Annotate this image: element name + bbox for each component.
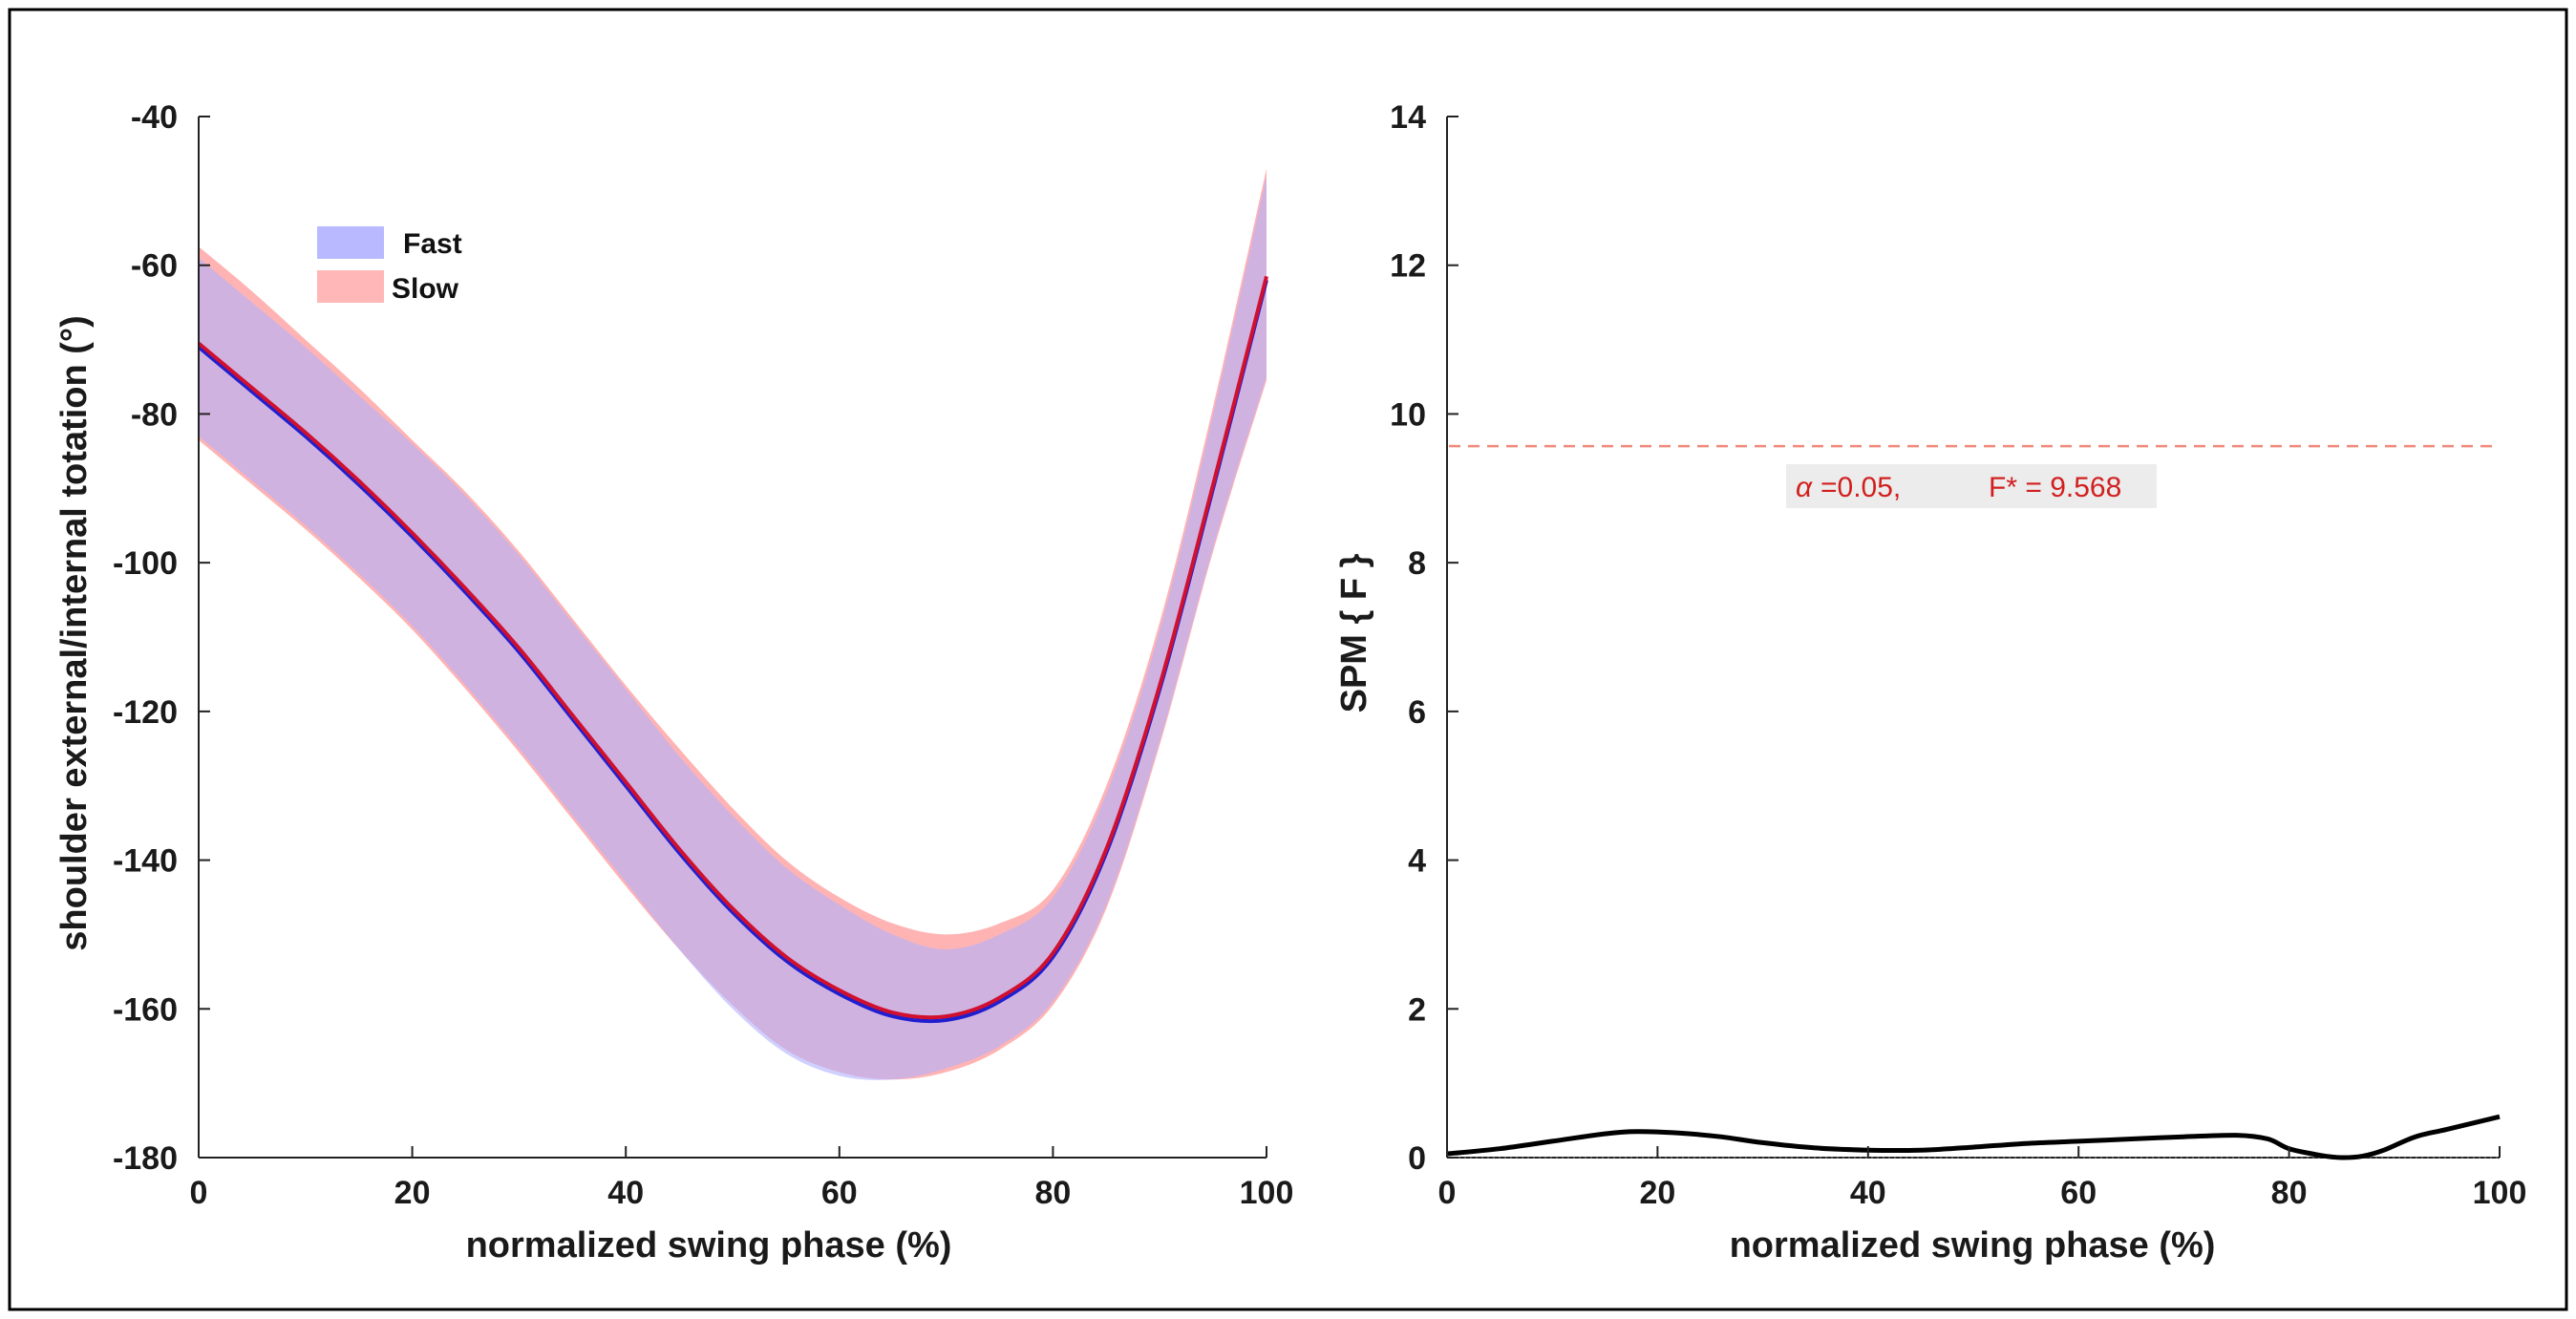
legend-label-slow: Slow <box>392 273 459 305</box>
left-y-tick-label: -40 <box>131 99 178 136</box>
right-x-tick-label: 40 <box>1850 1175 1886 1211</box>
right-chart: α =0.05, F* = 9.568 0 20 40 60 80 100 0 2 4 6 8 10… <box>1334 99 2526 1266</box>
alpha-symbol: α <box>1796 472 1813 503</box>
right-x-axis-label: normalized swing phase (%) <box>1730 1225 2216 1266</box>
right-x-tick-label: 80 <box>2271 1175 2308 1211</box>
critical-threshold-label: α =0.05, F* = 9.568 <box>1786 464 2157 508</box>
right-y-tick-label: 6 <box>1408 694 1426 731</box>
alpha-value: =0.05, <box>1820 472 1901 503</box>
f-star-value: F* = 9.568 <box>1989 472 2121 503</box>
band-fast <box>199 176 1267 1080</box>
fast-band-layer <box>199 168 1267 1080</box>
left-x-tick-label: 40 <box>607 1175 644 1211</box>
mean-line-slow <box>197 275 1268 1020</box>
spm-curve-layer <box>1446 1114 2501 1160</box>
right-x-tick-label: 0 <box>1438 1175 1457 1211</box>
right-y-tick-label: 12 <box>1390 248 1426 285</box>
spm-f-curve <box>1446 1114 2501 1160</box>
left-y-tick-label: -140 <box>113 843 178 880</box>
legend-swatch-fast <box>317 226 384 259</box>
right-y-tick-label: 0 <box>1408 1140 1426 1177</box>
left-x-tick-label: 0 <box>190 1175 208 1211</box>
left-y-tick-label: -60 <box>131 248 178 285</box>
left-y-axis-label: shoulder external/internal totation (°) <box>54 315 95 950</box>
left-x-tick-label: 60 <box>821 1175 858 1211</box>
left-chart: 0 20 40 60 80 100 -180-160-140-120-100-80-60-… <box>54 99 1293 1266</box>
right-y-axis-label: SPM { F } <box>1334 553 1374 713</box>
mean-lines-layer <box>197 275 1268 1024</box>
right-x-ticks: 0 20 40 60 80 100 <box>1438 1146 2527 1211</box>
left-y-tick-label: -160 <box>113 991 178 1028</box>
left-y-tick-label: -80 <box>131 396 178 433</box>
right-y-tick-label: 14 <box>1390 99 1426 136</box>
right-x-tick-label: 60 <box>2060 1175 2097 1211</box>
critical-label-background <box>1786 464 2157 508</box>
left-x-ticks: 0 20 40 60 80 100 <box>190 1146 1294 1211</box>
figure-border <box>8 8 2568 1311</box>
left-x-tick-label: 100 <box>1240 1175 1294 1211</box>
right-y-tick-label: 2 <box>1408 991 1426 1028</box>
right-x-tick-label: 100 <box>2473 1175 2527 1211</box>
left-y-ticks: -180 -160 -140 -120 -100 -80 -60 -40 <box>113 99 210 1177</box>
right-x-tick-label: 20 <box>1639 1175 1675 1211</box>
legend: Fast Slow <box>317 226 462 305</box>
left-x-axis-label: normalized swing phase (%) <box>466 1225 952 1266</box>
right-y-ticks: 0 2 4 6 8 10 12 14 <box>1390 99 1458 1177</box>
left-axes <box>198 117 1267 1159</box>
right-y-tick-label: 10 <box>1390 396 1426 433</box>
legend-label-fast: Fast <box>403 228 462 260</box>
right-y-tick-label: 8 <box>1408 545 1426 582</box>
left-x-tick-label: 80 <box>1034 1175 1071 1211</box>
left-y-tick-label: -180 <box>113 1140 178 1177</box>
left-x-tick-label: 20 <box>394 1175 431 1211</box>
legend-swatch-slow <box>317 270 384 303</box>
right-y-tick-label: 4 <box>1408 843 1426 880</box>
left-y-tick-label: -120 <box>113 694 178 731</box>
left-y-tick-label: -100 <box>113 545 178 582</box>
